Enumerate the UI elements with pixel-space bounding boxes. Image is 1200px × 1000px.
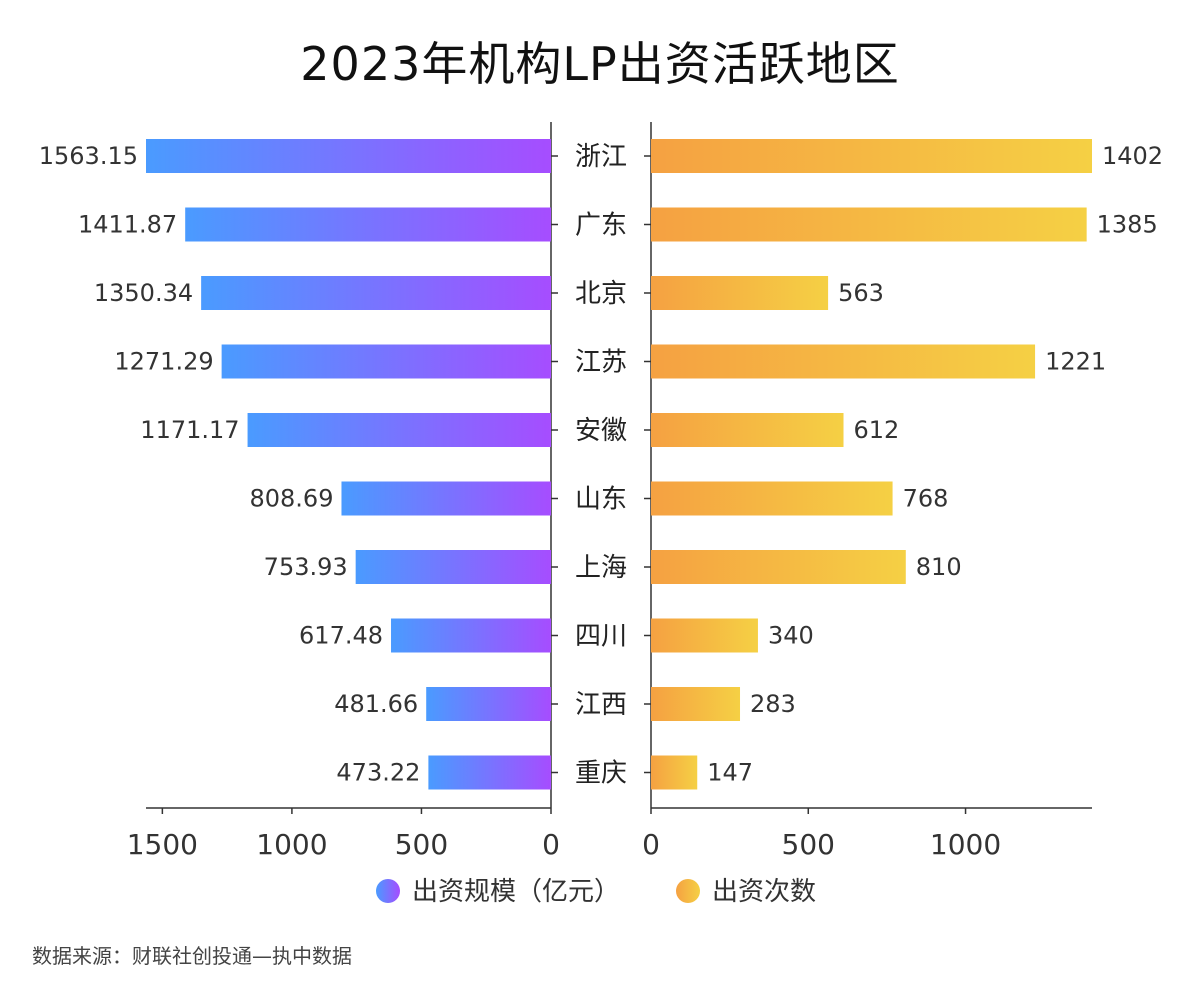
category-label: 四川: [575, 622, 627, 652]
left-x-tick-label: 500: [395, 828, 448, 861]
right-bar: [651, 413, 844, 447]
category-label: 山东: [575, 485, 627, 515]
right-bar-value-label: 340: [768, 622, 814, 650]
right-bar-value-label: 810: [916, 553, 962, 581]
chart-title: 2023年机构LP出资活跃地区: [300, 37, 900, 91]
right-x-tick-label: 1000: [930, 828, 1001, 861]
left-bar: [146, 139, 551, 173]
right-bar: [651, 687, 741, 721]
right-bar-value-label: 147: [707, 759, 753, 787]
category-label: 上海: [575, 553, 627, 583]
category-label: 安徽: [575, 416, 627, 446]
right-bar: [651, 139, 1092, 173]
right-bar: [651, 618, 758, 653]
left-bar-value-label: 1411.87: [78, 211, 177, 239]
right-panel: 1402 1385 563 1221 612 768 810 340 283 147 0 500 100…: [642, 122, 1163, 861]
left-bar: [391, 618, 551, 653]
right-bar: [651, 755, 698, 790]
left-bar-value-label: 473.22: [336, 759, 420, 787]
left-bar: [247, 413, 551, 447]
left-bar-value-label: 1563.15: [39, 142, 138, 170]
right-bar-value-label: 1385: [1097, 211, 1158, 239]
left-bar-value-label: 808.69: [249, 485, 333, 513]
category-label: 重庆: [575, 759, 627, 789]
left-bar: [355, 550, 551, 584]
right-bar-value-label: 283: [750, 690, 796, 718]
left-bar-value-label: 481.66: [334, 690, 418, 718]
legend-swatch-count: [676, 879, 700, 903]
left-bar-value-label: 1171.17: [140, 416, 239, 444]
right-bar: [651, 550, 906, 584]
right-bar: [651, 276, 829, 310]
left-bar: [221, 344, 551, 379]
left-bar: [426, 687, 551, 721]
left-x-tick-label: 1500: [127, 828, 198, 861]
right-x-tick-label: 0: [642, 828, 660, 861]
left-panel: 1563.15 1411.87 1350.34 1271.29 1171.17 808.6…: [39, 122, 560, 861]
left-x-tick-label: 1000: [256, 828, 327, 861]
right-bar-value-label: 1221: [1045, 348, 1106, 376]
left-bar: [201, 276, 551, 310]
left-bar-value-label: 617.48: [299, 622, 383, 650]
legend-label-count: 出资次数: [712, 877, 816, 907]
legend: 出资规模（亿元） 出资次数: [376, 877, 816, 907]
right-bar-value-label: 768: [903, 485, 949, 513]
source-note: 数据来源：财联社创投通—执中数据: [32, 944, 352, 968]
left-bar-value-label: 1350.34: [94, 279, 193, 307]
left-bar-value-label: 753.93: [264, 553, 348, 581]
right-bar: [651, 481, 893, 516]
right-bar-value-label: 1402: [1102, 142, 1163, 170]
right-bar: [651, 344, 1036, 379]
category-label: 浙江: [575, 142, 627, 172]
left-bar-value-label: 1271.29: [114, 348, 213, 376]
right-bar-value-label: 612: [854, 416, 900, 444]
left-x-tick-label: 0: [542, 828, 560, 861]
left-bar: [341, 481, 551, 516]
left-bar: [185, 207, 551, 242]
legend-label-scale: 出资规模（亿元）: [412, 877, 620, 907]
category-label: 江西: [575, 690, 627, 720]
category-label: 北京: [575, 279, 627, 309]
left-bar: [428, 755, 551, 790]
right-bar: [651, 207, 1087, 242]
category-label: 江苏: [575, 348, 627, 378]
right-bar-value-label: 563: [838, 279, 884, 307]
legend-swatch-scale: [376, 879, 400, 903]
category-label: 广东: [575, 211, 627, 241]
right-x-tick-label: 500: [782, 828, 835, 861]
